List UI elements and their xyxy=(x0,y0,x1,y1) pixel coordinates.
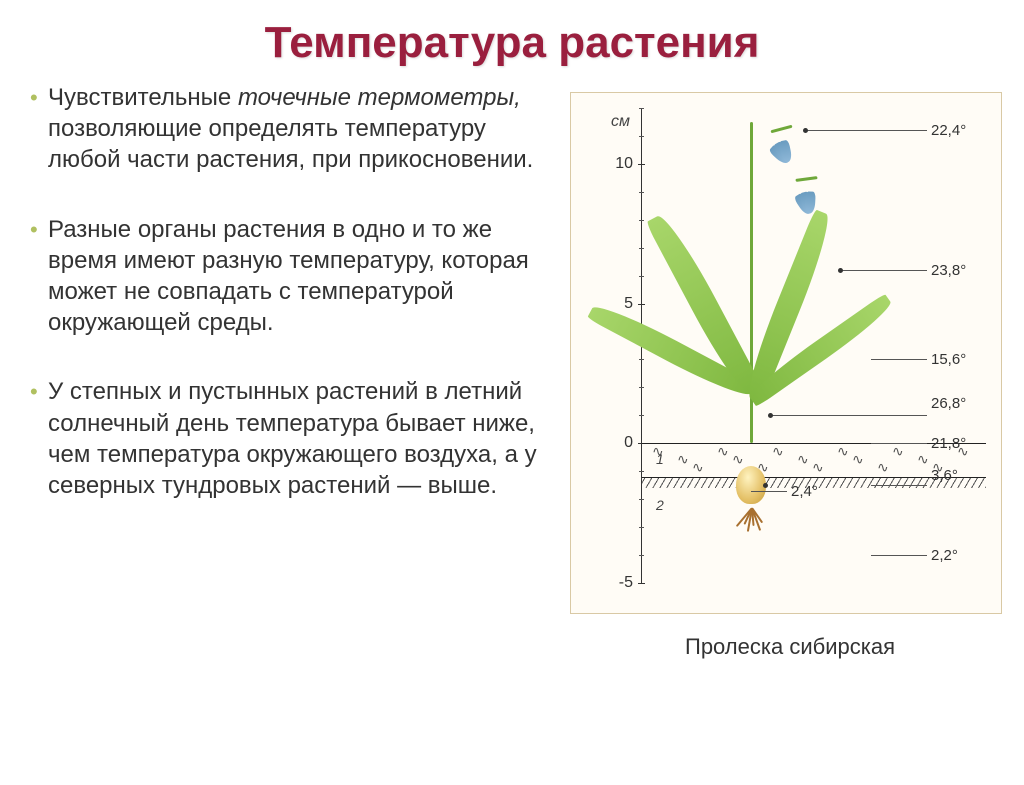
diagram-caption: Пролеска сибирская xyxy=(570,634,1010,660)
bullet-dot-icon: • xyxy=(30,82,48,113)
layer-label-1: 1 xyxy=(656,451,664,467)
temp-label-plant: 2,4° xyxy=(791,483,818,500)
axis-tick-minor xyxy=(639,387,644,388)
petal xyxy=(805,192,816,214)
temp-label-ambient: 2,2° xyxy=(931,547,958,564)
axis-tick xyxy=(638,304,645,305)
pointer-line xyxy=(871,485,927,486)
pointer-line xyxy=(871,359,927,360)
bullet-item: •Разные органы растения в одно и то же в… xyxy=(30,214,550,339)
content-row: •Чувствительные точечные термометры, поз… xyxy=(0,82,1024,660)
pointer-line xyxy=(871,555,927,556)
axis-tick-minor xyxy=(639,499,644,500)
soil-texture-icon: ∿ xyxy=(732,452,744,469)
soil-texture-icon: ∿ xyxy=(852,452,864,469)
pointer-line xyxy=(806,130,927,131)
temp-label-plant: 23,8° xyxy=(931,262,966,279)
temp-label-ambient: 21,8° xyxy=(931,435,966,452)
axis-tick-minor xyxy=(639,276,644,277)
text-column: •Чувствительные точечные термометры, поз… xyxy=(30,82,570,660)
bullet-dot-icon: • xyxy=(30,214,48,245)
bulb xyxy=(736,466,766,504)
soil-texture-icon: ∿ xyxy=(717,444,729,461)
pointer-dot-icon xyxy=(768,413,773,418)
soil-texture-icon: ∿ xyxy=(772,444,784,461)
soil-texture-icon: ∿ xyxy=(677,452,689,469)
axis-tick-minor xyxy=(639,248,644,249)
axis-tick-minor xyxy=(639,192,644,193)
temp-label-ambient: 3,6° xyxy=(931,467,958,484)
axis-tick-minor xyxy=(639,359,644,360)
pointer-dot-icon xyxy=(838,268,843,273)
axis-tick-minor xyxy=(639,136,644,137)
temp-label-plant: 22,4° xyxy=(931,122,966,139)
pointer-line xyxy=(771,415,927,416)
bullet-text: У степных и пустынных растений в летний … xyxy=(48,376,550,501)
temp-label-plant: 26,8° xyxy=(931,395,966,412)
axis-tick-label: -5 xyxy=(603,574,633,592)
page-title: Температура растения xyxy=(0,18,1024,68)
bullet-item: •Чувствительные точечные термометры, поз… xyxy=(30,82,550,176)
bullet-text: Чувствительные точечные термометры, позв… xyxy=(48,82,550,176)
diagram-column: см 1050-5∿∿∿∿∿∿∿∿∿∿∿∿∿∿∿∿1222,4°23,8°15,… xyxy=(570,82,1010,660)
axis-tick xyxy=(638,164,645,165)
diagram-box: см 1050-5∿∿∿∿∿∿∿∿∿∿∿∿∿∿∿∿1222,4°23,8°15,… xyxy=(570,92,1002,614)
flower-stalk xyxy=(770,125,792,134)
soil-texture-icon: ∿ xyxy=(917,452,929,469)
bullet-text: Разные органы растения в одно и то же вр… xyxy=(48,214,550,339)
pointer-line xyxy=(841,270,927,271)
pointer-line xyxy=(871,443,927,444)
flower xyxy=(761,130,801,169)
axis-tick-minor xyxy=(639,415,644,416)
roots xyxy=(731,508,771,538)
soil-texture-icon: ∿ xyxy=(892,444,904,461)
soil-texture-icon: ∿ xyxy=(797,452,809,469)
bullet-item: •У степных и пустынных растений в летний… xyxy=(30,376,550,501)
soil-texture-icon: ∿ xyxy=(877,460,889,477)
temp-label-ambient: 15,6° xyxy=(931,351,966,368)
bullet-dot-icon: • xyxy=(30,376,48,407)
axis-tick-minor xyxy=(639,220,644,221)
axis-tick-minor xyxy=(639,108,644,109)
axis-tick-minor xyxy=(639,555,644,556)
axis-tick-minor xyxy=(639,527,644,528)
axis-tick xyxy=(638,583,645,584)
axis-tick-label: 10 xyxy=(603,155,633,173)
soil-texture-icon: ∿ xyxy=(692,460,704,477)
pointer-dot-icon xyxy=(803,128,808,133)
axis-tick-label: 0 xyxy=(603,434,633,452)
flower-stalk xyxy=(795,176,817,182)
soil-texture-icon: ∿ xyxy=(812,460,824,477)
axis-unit-label: см xyxy=(611,113,630,131)
pointer-line xyxy=(751,491,787,492)
layer-label-2: 2 xyxy=(656,497,664,513)
soil-texture-icon: ∿ xyxy=(837,444,849,461)
